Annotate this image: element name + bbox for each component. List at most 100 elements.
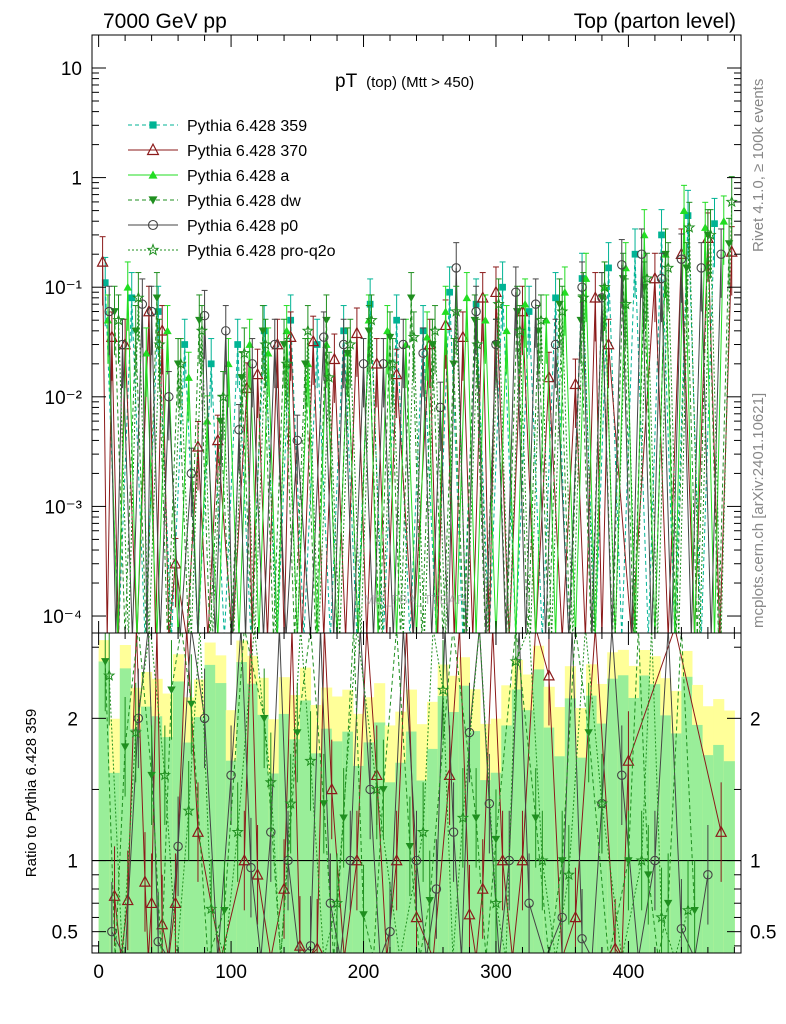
ratio-point — [385, 926, 395, 937]
data-point — [280, 357, 293, 370]
data-point — [203, 416, 212, 425]
green-band — [352, 765, 365, 953]
data-point — [279, 341, 289, 349]
data-point — [684, 212, 692, 219]
green-band — [321, 728, 333, 953]
data-point — [259, 338, 272, 350]
ratio-point — [425, 897, 434, 905]
ratio-y-tick-label: 1 — [67, 852, 78, 873]
data-point — [725, 195, 738, 208]
ratio-point — [622, 754, 635, 766]
x-tick-label: 100 — [215, 962, 247, 983]
green-band — [639, 675, 651, 953]
band-gap — [374, 633, 385, 683]
band-gap — [205, 633, 216, 643]
legend-entry: Pythia 6.428 359 — [128, 118, 307, 135]
ratio-point — [319, 800, 328, 808]
data-point — [555, 300, 564, 309]
green-band — [331, 741, 343, 953]
legend-label: Pythia 6.428 359 — [187, 118, 307, 135]
data-point — [101, 279, 109, 287]
ratio-point — [491, 835, 501, 844]
data-point — [556, 305, 569, 317]
ratio-point — [246, 862, 256, 873]
band-gap — [639, 633, 650, 650]
green-band — [522, 710, 534, 953]
data-point — [449, 360, 458, 369]
ratio-point — [205, 902, 218, 915]
ratio-point — [191, 825, 204, 837]
green-band — [278, 713, 290, 953]
ratio-point — [251, 868, 264, 880]
green-band — [193, 717, 206, 953]
plot-title: pT (top) (Mtt > 450) — [335, 71, 474, 92]
ratio-point — [536, 854, 549, 866]
data-point — [631, 250, 639, 258]
data-point — [520, 299, 530, 308]
data-point — [471, 338, 484, 350]
data-point — [390, 367, 403, 380]
legend-label: Pythia 6.428 p0 — [187, 218, 298, 235]
y-tick-label: 10 — [61, 59, 82, 80]
green-band — [607, 678, 619, 953]
green-band — [575, 757, 587, 953]
ratio-series-0 — [108, 633, 728, 953]
green-band — [437, 695, 449, 953]
data-point — [492, 297, 505, 310]
data-point — [154, 308, 162, 315]
data-point — [530, 299, 541, 309]
data-point — [661, 250, 670, 259]
ratio-point — [278, 882, 291, 894]
band-gap — [99, 633, 110, 640]
ratio-point — [129, 725, 142, 738]
ratio-point — [187, 700, 196, 709]
green-band — [713, 744, 725, 953]
data-point — [617, 260, 627, 270]
green-band — [236, 662, 248, 953]
ratio-point — [557, 912, 567, 923]
data-point — [216, 390, 230, 403]
green-band — [670, 733, 682, 953]
green-band — [342, 731, 354, 953]
ratio-point — [644, 871, 653, 879]
data-point — [581, 274, 591, 282]
data-point — [560, 288, 570, 296]
band-gap — [671, 633, 682, 691]
data-point — [328, 352, 341, 365]
data-point — [435, 402, 446, 413]
data-point — [258, 327, 268, 336]
ratio-point — [133, 713, 144, 724]
green-band — [395, 762, 407, 953]
data-point — [221, 326, 231, 336]
green-band — [501, 725, 513, 953]
data-point — [662, 261, 675, 274]
green-band — [130, 728, 142, 953]
main-panel-data — [96, 176, 738, 633]
green-band — [458, 685, 470, 953]
ratio-y-tick-label-right: 1 — [750, 852, 761, 873]
ratio-point — [120, 743, 130, 751]
data-point — [301, 324, 315, 337]
data-point — [621, 263, 630, 272]
band-gap — [724, 633, 735, 711]
band-gap — [681, 633, 692, 651]
ratio-y-tick-label: 2 — [67, 709, 78, 730]
data-point — [152, 294, 162, 303]
data-point — [597, 293, 607, 303]
data-point — [676, 254, 687, 264]
data-point — [656, 273, 667, 284]
ratio-point — [577, 934, 587, 944]
ratio-point — [448, 827, 459, 837]
data-point — [719, 217, 728, 225]
ratio-point — [681, 903, 695, 916]
green-band — [586, 695, 598, 953]
data-point — [640, 272, 654, 284]
green-band — [660, 715, 672, 953]
x-tick-label: 200 — [348, 962, 380, 983]
data-point — [683, 221, 696, 233]
ratio-point — [531, 814, 540, 823]
data-point — [696, 263, 707, 273]
green-band — [215, 683, 227, 953]
ratio-point — [405, 842, 415, 851]
